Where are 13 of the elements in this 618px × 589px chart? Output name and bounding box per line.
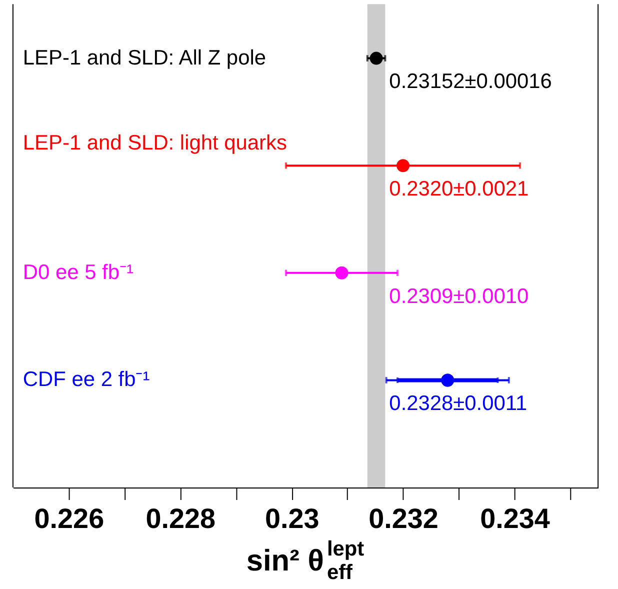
y-tick-label: LEP-1 and SLD: light quarks [22,132,287,155]
data-label: 0.23152±0.00016 [389,70,552,94]
y-tick-label: LEP-1 and SLD: All Z pole [22,46,266,70]
y-tick-label: D0 ee 5 fb⁻¹ [22,260,134,284]
x-tick-label: 0.23 [264,502,320,534]
x-tick-label: 0.228 [146,502,216,534]
data-label: 0.2328±0.0011 [389,392,528,416]
x-tick-label: 0.232 [368,502,438,534]
x-tick-label: 0.234 [480,502,550,534]
data-label: 0.2309±0.0010 [389,284,529,308]
x-tick-label: 0.226 [34,502,104,534]
data-label: 0.2320±0.0021 [389,178,529,200]
y-tick-label: CDF ee 2 fb⁻¹ [22,368,150,392]
